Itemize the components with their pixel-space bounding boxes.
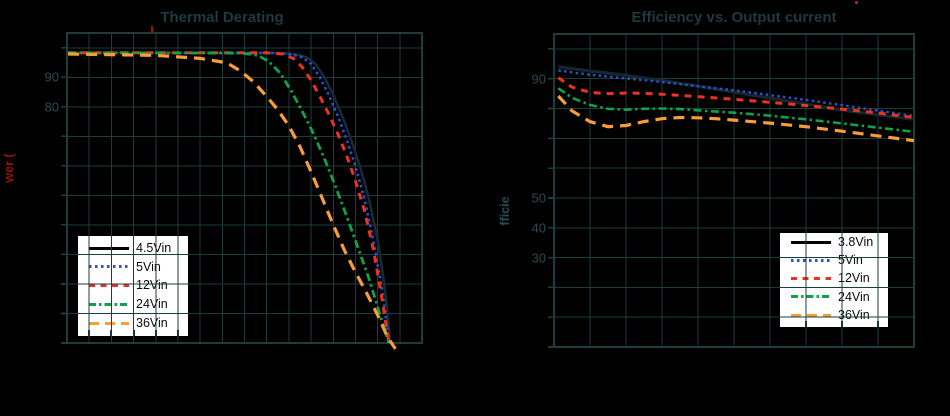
legend-label: 5Vin xyxy=(838,253,863,268)
y-axis-ticks xyxy=(61,46,67,344)
legend-line-swatch xyxy=(89,284,129,288)
plot-border xyxy=(553,33,915,348)
legend-entry-24vin: 24Vin xyxy=(791,291,884,303)
legend-entry-5vin: 5Vin xyxy=(791,254,884,266)
legend-line-swatch xyxy=(791,258,831,262)
y-axis-label-fragment: wer ( xyxy=(2,153,16,183)
legend-label: 24Vin xyxy=(838,289,870,304)
red-residue-speck xyxy=(855,1,858,4)
legend-line-swatch xyxy=(89,246,129,250)
legend-entry-36vin: 36Vin xyxy=(89,317,184,329)
plot-area xyxy=(61,32,423,350)
y-tick-label: 30 xyxy=(531,250,546,266)
y-tick-label: 90 xyxy=(531,71,546,87)
y-tick-label: 80 xyxy=(44,99,59,115)
legend-line-swatch xyxy=(89,265,129,269)
legend-entry-4-5vin: 4.5Vin xyxy=(89,242,184,254)
legend-label: 4.5Vin xyxy=(136,240,172,255)
legend-label: 36Vin xyxy=(136,315,168,330)
legend-label: 36Vin xyxy=(838,307,870,322)
legend-label: 3.8Vin xyxy=(838,234,874,249)
legend-label: 5Vin xyxy=(136,259,161,274)
legend-entry-36vin: 36Vin xyxy=(791,309,884,321)
plot-area xyxy=(548,33,915,348)
legend-entry-12vin: 12Vin xyxy=(89,278,184,293)
legend: 3.8Vin 5Vin 12Vin 24Vin 36Vin xyxy=(780,233,888,327)
grid-lines xyxy=(553,34,915,348)
series-4-5vin xyxy=(68,51,392,344)
legend: 4.5Vin 5Vin 12Vin 24Vin 36Vin xyxy=(78,236,188,336)
legend-entry-12vin: 12Vin xyxy=(791,271,884,286)
series-36vin xyxy=(557,94,915,143)
legend-line-swatch xyxy=(791,295,831,299)
red-residue-speck xyxy=(151,26,153,33)
series-24vin xyxy=(68,51,391,344)
legend-line-swatch xyxy=(89,321,129,325)
y-axis-ticks xyxy=(548,48,554,348)
legend-line-swatch xyxy=(791,313,831,317)
legend-line-swatch xyxy=(89,302,129,306)
legend-entry-24vin: 24Vin xyxy=(89,298,184,310)
series-5vin xyxy=(558,69,915,118)
legend-entry-3-8vin: 3.8Vin xyxy=(791,236,884,248)
series-12vin xyxy=(68,51,391,344)
y-tick-label: 50 xyxy=(531,190,546,206)
series-5vin xyxy=(68,51,391,344)
series-36vin xyxy=(68,52,397,350)
legend-label: 24Vin xyxy=(136,297,168,312)
grid-lines xyxy=(66,33,423,344)
series-24vin xyxy=(557,87,915,134)
chart-title: Thermal Derating xyxy=(160,9,284,26)
y-axis-label-fragment: fficie xyxy=(498,196,512,226)
chart-title: Efficiency vs. Output current xyxy=(631,9,837,26)
plot-border xyxy=(66,32,423,344)
legend-label: 12Vin xyxy=(136,278,168,293)
legend-line-swatch xyxy=(791,240,831,244)
legend-label: 12Vin xyxy=(838,271,870,286)
legend-line-swatch xyxy=(791,277,831,281)
legend-entry-5vin: 5Vin xyxy=(89,261,184,273)
y-tick-label: 90 xyxy=(44,69,59,85)
y-tick-label: 40 xyxy=(531,220,546,236)
